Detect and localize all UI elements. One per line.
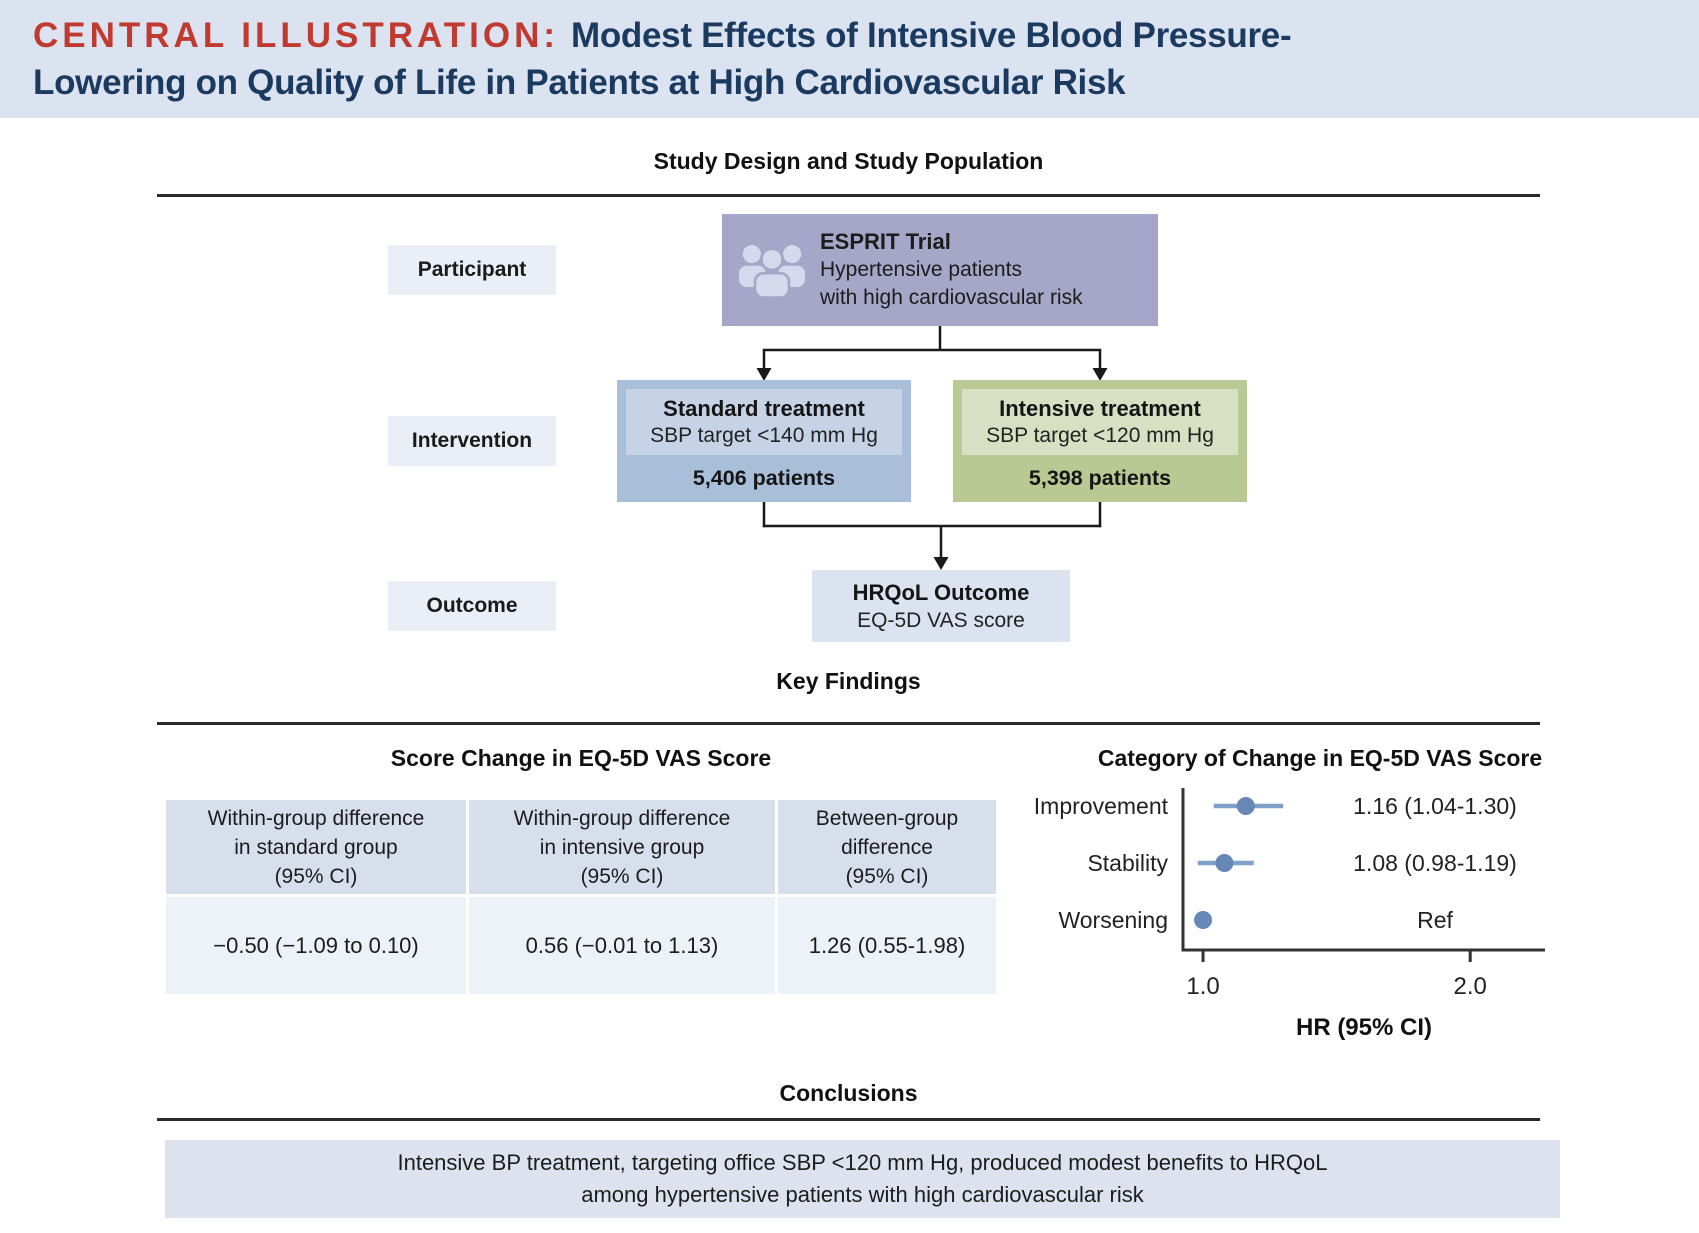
section-rule-1 [157,194,1540,197]
table-value-between: 1.26 (0.55-1.98) [778,897,996,994]
forest-plot-title: Category of Change in EQ-5D VAS Score [1097,745,1543,771]
row-label-outcome: Outcome [388,581,556,631]
figure-title-banner: CENTRAL ILLUSTRATION: Modest Effects of I… [0,0,1699,118]
score-change-table: Within-group difference in standard grou… [166,800,996,994]
study-design-flowchart: Participant Intervention Outcome ESPRIT … [0,200,1699,660]
svg-text:1.08 (0.98-1.19): 1.08 (0.98-1.19) [1353,850,1517,876]
svg-text:Improvement: Improvement [1034,793,1169,819]
arrow-down-icon [756,368,1108,570]
conclusion-statement: Intensive BP treatment, targeting office… [165,1140,1560,1218]
svg-text:Worsening: Worsening [1058,907,1168,933]
svg-text:1.16 (1.04-1.30): 1.16 (1.04-1.30) [1353,793,1517,819]
people-group-icon [739,245,805,298]
svg-text:Ref: Ref [1417,907,1453,933]
svg-text:Stability: Stability [1087,850,1168,876]
figure-title-line2: Lowering on Quality of Life in Patients … [33,63,1126,102]
section-rule-2 [157,722,1540,725]
standard-treatment-title: Standard treatment [663,396,865,421]
conclusions-heading: Conclusions [779,1080,918,1106]
section-rule-3 [157,1118,1540,1121]
hrqol-outcome-box: HRQoL Outcome EQ-5D VAS score [812,570,1070,642]
intensive-treatment-patients: 5,398 patients [1028,466,1172,490]
central-illustration-label: CENTRAL ILLUSTRATION: [33,16,559,55]
row-label-participant: Participant [388,245,556,295]
hrqol-title: HRQoL Outcome [852,580,1030,605]
score-table-title: Score Change in EQ-5D VAS Score [390,745,772,771]
table-header-intensive: Within-group difference in intensive gro… [469,800,775,894]
esprit-line2: with high cardiovascular risk [820,286,1083,309]
hrqol-subtitle: EQ-5D VAS score [857,609,1025,632]
flow-connectors [756,326,1108,570]
table-header-standard: Within-group difference in standard grou… [166,800,466,894]
table-header-between: Between-group difference (95% CI) [778,800,996,894]
study-design-heading: Study Design and Study Population [653,148,1044,174]
standard-treatment-inner: Standard treatment SBP target <140 mm Hg [626,389,902,455]
svg-text:1.0: 1.0 [1186,973,1219,1000]
forest-plot: 1.0 2.0 HR (95% CI) Improvement 1.16 (1.04-1… [1034,788,1545,1041]
standard-treatment-target: SBP target <140 mm Hg [650,424,878,447]
esprit-line1: Hypertensive patients [820,258,1022,281]
row-label-intervention: Intervention [388,416,556,466]
key-findings-heading: Key Findings [776,668,921,694]
standard-treatment-box: Standard treatment SBP target <140 mm Hg… [617,380,911,502]
standard-treatment-patients: 5,406 patients [692,466,836,490]
intensive-treatment-inner: Intensive treatment SBP target <120 mm H… [962,389,1238,455]
svg-text:2.0: 2.0 [1454,973,1487,1000]
intensive-treatment-box: Intensive treatment SBP target <120 mm H… [953,380,1247,502]
intensive-treatment-target: SBP target <120 mm Hg [986,424,1214,447]
table-value-standard: −0.50 (−1.09 to 0.10) [166,897,466,994]
intensive-treatment-title: Intensive treatment [999,396,1201,421]
figure-title-line1: CENTRAL ILLUSTRATION: Modest Effects of I… [33,16,1292,55]
svg-text:HR (95% CI): HR (95% CI) [1296,1014,1432,1041]
esprit-trial-box: ESPRIT Trial Hypertensive patients with … [722,214,1158,326]
table-value-intensive: 0.56 (−0.01 to 1.13) [469,897,775,994]
esprit-title: ESPRIT Trial [820,229,951,254]
